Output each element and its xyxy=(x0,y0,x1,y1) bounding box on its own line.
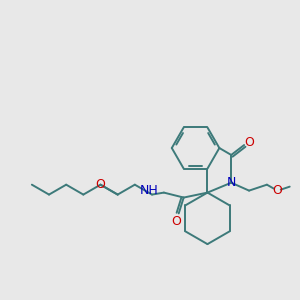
Text: NH: NH xyxy=(140,184,159,197)
Text: O: O xyxy=(96,178,105,191)
Text: N: N xyxy=(226,176,236,189)
Text: O: O xyxy=(244,136,254,148)
Text: O: O xyxy=(171,215,181,228)
Text: O: O xyxy=(272,184,282,197)
